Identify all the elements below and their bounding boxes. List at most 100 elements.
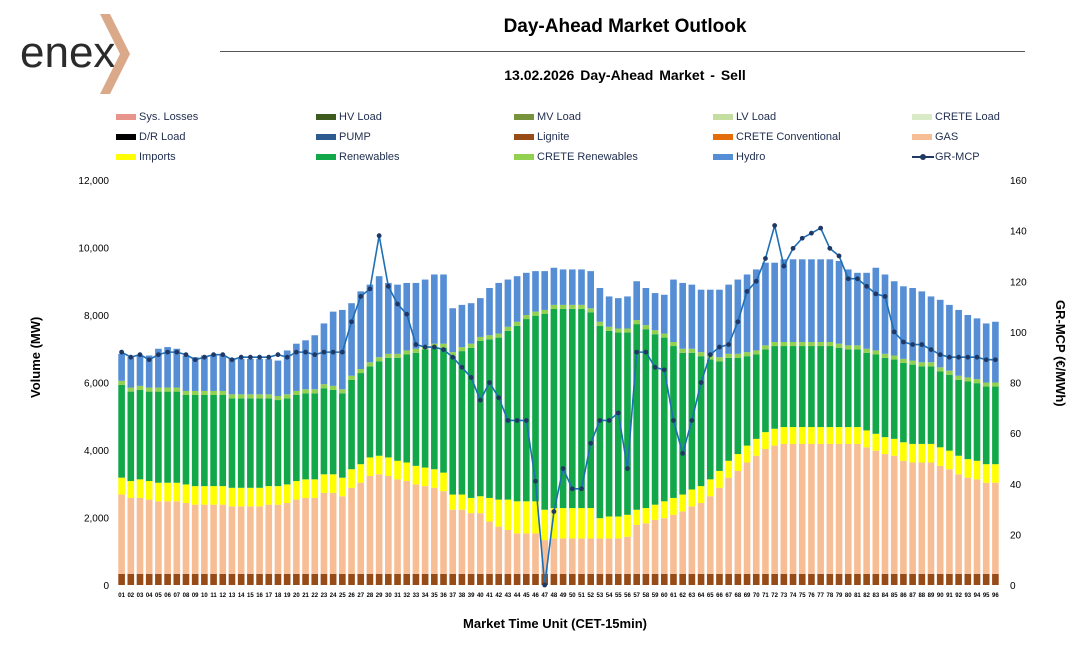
bar-segment-imports — [973, 460, 981, 480]
bar-segment-crete-renewables — [228, 394, 236, 399]
bar-segment-crete-renewables — [771, 342, 778, 347]
bar-segment-hydro — [247, 358, 254, 395]
bar-segment-crete-renewables — [219, 390, 227, 395]
bar-segment-hydro — [523, 272, 530, 315]
x-tick-label: 82 — [863, 593, 870, 599]
bar-segment-hydro — [201, 355, 208, 391]
x-tick-label: 66 — [716, 593, 723, 599]
x-tick-label: 93 — [964, 593, 971, 599]
x-tick-label: 18 — [275, 593, 282, 599]
x-tick-label: 08 — [183, 593, 190, 599]
bar-segment-gas — [219, 504, 227, 574]
mcp-point — [385, 283, 391, 289]
bar-segment-renewables — [145, 391, 153, 482]
bar-segment-renewables — [568, 308, 576, 509]
bar-segment-lignite — [320, 573, 328, 585]
bar-segment-crete-renewables — [191, 390, 199, 395]
bar-segment-hydro — [835, 261, 843, 344]
bar-segment-crete-renewables — [734, 353, 742, 358]
bar-segment-hydro — [734, 279, 742, 354]
mcp-point — [891, 329, 897, 335]
bar-segment-renewables — [817, 346, 824, 428]
bar-segment-lignite — [578, 573, 585, 585]
mcp-point — [238, 354, 244, 360]
bar-segment-lignite — [936, 573, 944, 585]
enex-logo: enex — [20, 14, 130, 94]
mcp-point — [477, 397, 483, 403]
x-tick-label: 94 — [974, 593, 981, 599]
bar-segment-imports — [900, 442, 907, 461]
bar-segment-imports — [440, 472, 447, 492]
mcp-point — [330, 349, 336, 355]
bar-segment-hydro — [743, 274, 751, 353]
mcp-point — [551, 509, 557, 514]
bar-segment-lignite — [789, 573, 797, 585]
bar-segment-hydro — [495, 282, 503, 334]
bar-segment-gas — [550, 538, 558, 574]
bar-segment-renewables — [660, 337, 668, 502]
bar-segment-crete-renewables — [706, 355, 714, 360]
bar-segment-crete-renewables — [817, 342, 824, 347]
bar-segment-gas — [918, 462, 926, 574]
bar-segment-hydro — [458, 304, 466, 348]
bar-segment-gas — [366, 475, 374, 574]
mcp-point — [367, 286, 373, 292]
mcp-point — [947, 354, 952, 360]
bar-segment-imports — [734, 454, 742, 471]
bar-segment-renewables — [348, 379, 355, 470]
bar-segment-lignite — [798, 573, 806, 585]
bar-segment-crete-renewables — [348, 375, 355, 380]
bar-segment-gas — [357, 482, 365, 574]
mcp-point — [707, 352, 713, 358]
y-tick-label: 0 — [103, 581, 109, 592]
bar-segment-imports — [412, 465, 420, 485]
bar-segment-renewables — [872, 354, 880, 434]
bar-segment-lignite — [477, 573, 484, 585]
bar-segment-lignite — [201, 573, 208, 585]
bar-segment-crete-renewables — [808, 342, 815, 347]
bar-segment-renewables — [283, 398, 291, 485]
bar-segment-imports — [311, 479, 319, 498]
bar-segment-imports — [771, 428, 778, 446]
bar-segment-imports — [752, 438, 760, 456]
bar-segment-imports — [274, 486, 282, 505]
title-divider — [220, 51, 1025, 52]
bar-segment-hydro — [136, 355, 144, 386]
bar-segment-imports — [688, 489, 696, 507]
bar-segment-lignite — [780, 573, 788, 585]
bar-segment-hydro — [587, 271, 594, 309]
bar-segment-gas — [863, 447, 870, 574]
bar-segment-crete-renewables — [311, 389, 319, 394]
bar-segment-crete-renewables — [927, 362, 935, 367]
bar-segment-hydro — [992, 321, 999, 383]
bar-segment-imports — [320, 474, 328, 493]
bar-segment-crete-renewables — [385, 353, 392, 358]
mcp-point — [229, 357, 235, 363]
x-tick-label: 44 — [514, 593, 521, 599]
mcp-point — [974, 354, 980, 360]
bar-segment-renewables — [375, 361, 383, 456]
mcp-point — [220, 352, 226, 358]
bar-segment-crete-renewables — [651, 330, 659, 335]
bar-segment-hydro — [421, 279, 429, 346]
bar-segment-hydro — [366, 284, 374, 363]
x-tick-label: 29 — [376, 593, 383, 599]
bar-segment-gas — [909, 462, 916, 574]
x-tick-label: 23 — [321, 593, 328, 599]
y2-tick-label: 60 — [1010, 429, 1022, 440]
bar-segment-gas — [182, 502, 190, 574]
bar-segment-imports — [826, 427, 834, 444]
mcp-point — [284, 354, 290, 360]
bar-segment-gas — [311, 497, 319, 574]
bar-segment-crete-renewables — [642, 325, 650, 330]
mcp-point — [569, 486, 575, 492]
bar-segment-lignite — [587, 573, 594, 585]
x-tick-label: 34 — [422, 593, 429, 599]
bar-segment-crete-renewables — [403, 350, 411, 355]
mcp-point — [496, 395, 502, 401]
bar-segment-imports — [936, 447, 944, 466]
bar-segment-imports — [844, 427, 852, 444]
bar-segment-lignite — [614, 573, 622, 585]
bar-segment-lignite — [946, 573, 953, 585]
